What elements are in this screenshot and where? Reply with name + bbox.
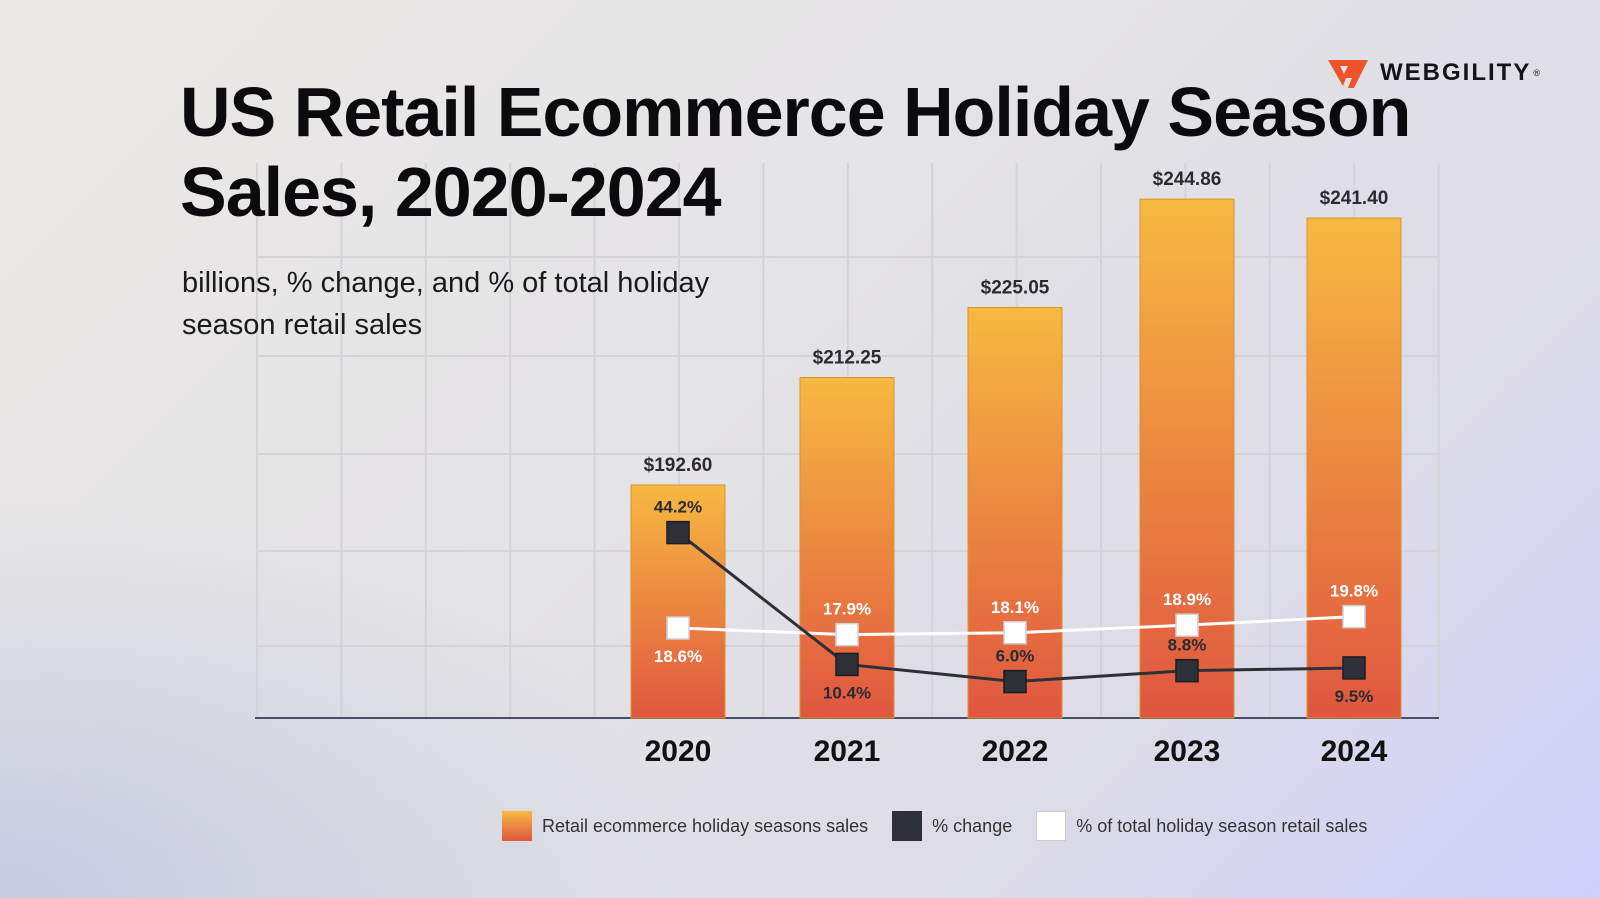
legend-swatch-sales bbox=[502, 811, 532, 841]
legend-swatch-change bbox=[892, 811, 923, 841]
percent-change-label: 6.0% bbox=[996, 647, 1035, 666]
bar-2022 bbox=[967, 306, 1063, 719]
percent-change-label: 8.8% bbox=[1168, 636, 1207, 655]
share-of-total-marker bbox=[835, 622, 859, 647]
share-of-total-marker bbox=[1003, 621, 1027, 645]
legend-item-share: % of total holiday season retail sales bbox=[1036, 811, 1367, 841]
bar-value-label: $192.60 bbox=[644, 455, 713, 476]
percent-change-marker bbox=[666, 520, 690, 545]
chart-subtitle: billions, % change, and % of total holid… bbox=[182, 267, 710, 341]
percent-change-marker bbox=[1175, 658, 1199, 683]
x-tick-label: 2023 bbox=[1154, 735, 1221, 768]
legend-label-share: % of total holiday season retail sales bbox=[1076, 815, 1368, 836]
legend: Retail ecommerce holiday seasons sales %… bbox=[502, 811, 1391, 841]
webgility-logo-icon bbox=[1328, 60, 1368, 88]
registered-mark: ® bbox=[1533, 68, 1540, 78]
legend-label-change: % change bbox=[932, 815, 1013, 836]
brand-name: WEBGILITY bbox=[1380, 59, 1532, 86]
percent-change-label: 44.2% bbox=[654, 498, 702, 517]
bar-value-label: $225.05 bbox=[981, 277, 1050, 298]
percent-change-label: 10.4% bbox=[823, 683, 871, 702]
share-of-total-label: 18.6% bbox=[654, 647, 702, 666]
bar-2024 bbox=[1306, 217, 1402, 719]
share-of-total-marker bbox=[666, 616, 690, 640]
share-of-total-label: 18.9% bbox=[1163, 590, 1211, 609]
x-tick-label: 2022 bbox=[982, 735, 1049, 768]
share-of-total-label: 17.9% bbox=[823, 600, 871, 619]
legend-item-sales: Retail ecommerce holiday seasons sales bbox=[502, 811, 868, 841]
x-tick-label: 2021 bbox=[814, 735, 881, 768]
bar-value-label: $241.40 bbox=[1320, 188, 1389, 209]
x-tick-label: 2024 bbox=[1321, 735, 1388, 768]
share-of-total-label: 18.1% bbox=[991, 598, 1039, 617]
percent-change-marker bbox=[1003, 669, 1027, 694]
x-tick-label: 2020 bbox=[645, 735, 712, 768]
bar-value-label: $212.25 bbox=[813, 347, 882, 368]
share-of-total-marker bbox=[1342, 604, 1366, 629]
chart-title: US Retail Ecommerce Holiday Season Sales… bbox=[180, 73, 1411, 231]
legend-item-change: % change bbox=[892, 811, 1012, 841]
share-of-total-marker bbox=[1175, 613, 1199, 637]
bar-value-label: $244.86 bbox=[1153, 169, 1222, 190]
percent-change-marker bbox=[1342, 656, 1366, 680]
percent-change-label: 9.5% bbox=[1335, 687, 1374, 706]
bar-2020 bbox=[630, 484, 726, 719]
background-glow bbox=[0, 498, 700, 898]
legend-swatch-share bbox=[1036, 811, 1067, 841]
share-of-total-label: 19.8% bbox=[1330, 582, 1378, 601]
percent-change-marker bbox=[835, 652, 859, 677]
webgility-logo: WEBGILITY ® bbox=[1328, 58, 1540, 88]
legend-label-sales: Retail ecommerce holiday seasons sales bbox=[542, 815, 869, 836]
